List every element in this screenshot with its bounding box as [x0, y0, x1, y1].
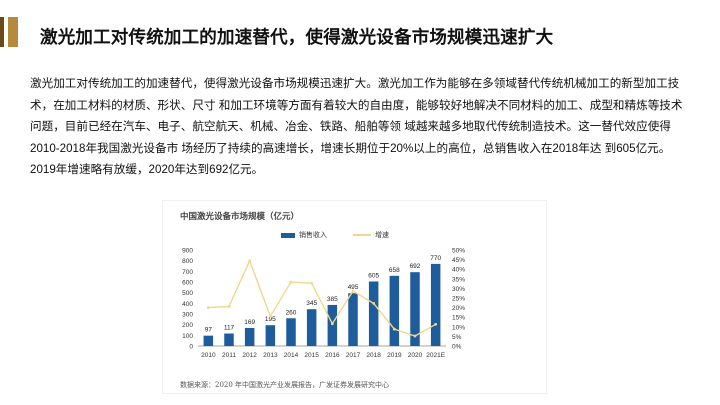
chart-plot: 0 100 200 300 400 500 600 700 800 900 0% 5% 10% 15% 20…	[182, 248, 465, 360]
bar-2017	[348, 293, 358, 346]
growth-line	[208, 258, 437, 337]
bar-value-label: 495	[348, 284, 359, 291]
x-tick-label: 2020	[408, 352, 423, 359]
growth-point-2019	[392, 327, 396, 331]
x-tick-label: 2015	[304, 352, 319, 359]
x-tick-label: 2014	[284, 352, 299, 359]
growth-point-2017	[351, 289, 355, 293]
bar-2015	[306, 309, 317, 346]
bar-value-label: 345	[306, 300, 317, 307]
y-right-tick-label: 35%	[452, 276, 465, 283]
x-tick-label: 2010	[201, 352, 216, 359]
slide-title: 激光加工对传统加工的加速替代，使得激光设备市场规模迅速扩大	[40, 27, 554, 47]
bar-value-label: 260	[286, 309, 297, 316]
legend-bar-swatch	[281, 232, 295, 238]
x-tick-label: 2016	[325, 352, 340, 359]
bar-value-label: 195	[265, 316, 276, 323]
legend-item-bar: 销售收入	[281, 230, 327, 240]
body-paragraph: 激光加工对传统加工的加速替代，使得激光设备市场规模迅速扩大。激光加工作为能够在多…	[30, 77, 683, 177]
legend-bar-label: 销售收入	[299, 232, 327, 239]
accent-bar-gold	[8, 17, 18, 47]
bar-value-label: 770	[430, 255, 441, 262]
bar-2019	[389, 275, 400, 346]
bar-value-label: 658	[389, 267, 400, 274]
bar-2012	[244, 327, 255, 346]
legend-item-line: 增速	[353, 230, 389, 240]
y-right-tick-label: 20%	[452, 305, 465, 312]
growth-point-2012	[248, 259, 252, 263]
y-right-tick-label: 50%	[452, 248, 465, 255]
y-left-tick-label: 400	[182, 301, 193, 308]
growth-point-2016	[330, 322, 334, 326]
x-tick-label: 2019	[387, 352, 402, 359]
bar-2016	[327, 304, 338, 346]
growth-point-2010	[206, 306, 210, 309]
chart-source-note: 数据来源：2020 年中国激光产业发展报告，广发证券发展研究中心	[180, 381, 390, 389]
chart-panel: 中国激光设备市场规模（亿元） 销售收入 增速 0 100 200 300 400 500 6…	[162, 200, 547, 394]
x-tick-label: 2018	[366, 352, 381, 359]
bar-value-label: 385	[327, 296, 338, 303]
legend-line-swatch	[353, 234, 371, 236]
x-tick-label: 2011	[222, 352, 236, 359]
chart-legend: 销售收入 增速	[281, 230, 407, 240]
bar-2013	[265, 325, 276, 346]
bar-2010	[203, 335, 214, 346]
bar-value-label: 117	[224, 325, 235, 332]
growth-point-2011	[227, 305, 231, 308]
growth-point-2014	[289, 280, 293, 284]
y-right-tick-label: 40%	[452, 267, 465, 274]
y-right-tick-label: 25%	[452, 296, 465, 303]
y-right-tick-label: 15%	[452, 315, 465, 322]
y-right-tick-label: 5%	[452, 334, 462, 341]
growth-point-2018	[372, 301, 376, 305]
y-left-tick-label: 300	[182, 312, 193, 319]
x-tick-label: 2012	[242, 352, 257, 359]
y-left-tick-label: 600	[182, 280, 193, 287]
y-left-tick-label: 900	[182, 248, 193, 255]
growth-point-2020	[413, 334, 417, 338]
bar-value-label: 692	[410, 263, 421, 270]
y-left-tick-label: 700	[182, 269, 193, 276]
x-tick-label: 2017	[346, 352, 361, 359]
bar-value-label: 169	[244, 319, 255, 326]
y-right-tick-label: 10%	[452, 324, 465, 331]
accent-bar-dark	[0, 17, 4, 47]
bar-value-label: 97	[205, 327, 213, 334]
y-left-tick-label: 500	[182, 290, 193, 297]
y-right-tick-label: 0%	[452, 344, 462, 351]
bar-2020	[410, 272, 420, 346]
chart-title: 中国激光设备市场规模（亿元）	[180, 212, 300, 222]
bar-2021E	[430, 263, 441, 346]
y-left-tick-label: 0	[189, 344, 193, 351]
y-left-tick-label: 200	[182, 322, 193, 329]
growth-point-2013	[268, 315, 272, 318]
growth-point-2021E	[434, 322, 438, 326]
y-right-tick-label: 45%	[452, 257, 465, 264]
x-tick-label: 2021E	[426, 352, 445, 359]
y-left-tick-label: 100	[182, 333, 193, 340]
legend-line-label: 增速	[375, 232, 389, 239]
growth-point-2015	[310, 281, 314, 285]
y-left-tick-label: 800	[182, 258, 193, 265]
bar-value-label: 605	[368, 272, 379, 279]
y-right-tick-label: 30%	[452, 286, 465, 293]
x-tick-label: 2013	[263, 352, 278, 359]
bar-2018	[368, 281, 379, 346]
bar-2014	[286, 318, 296, 346]
bar-2011	[224, 333, 234, 346]
